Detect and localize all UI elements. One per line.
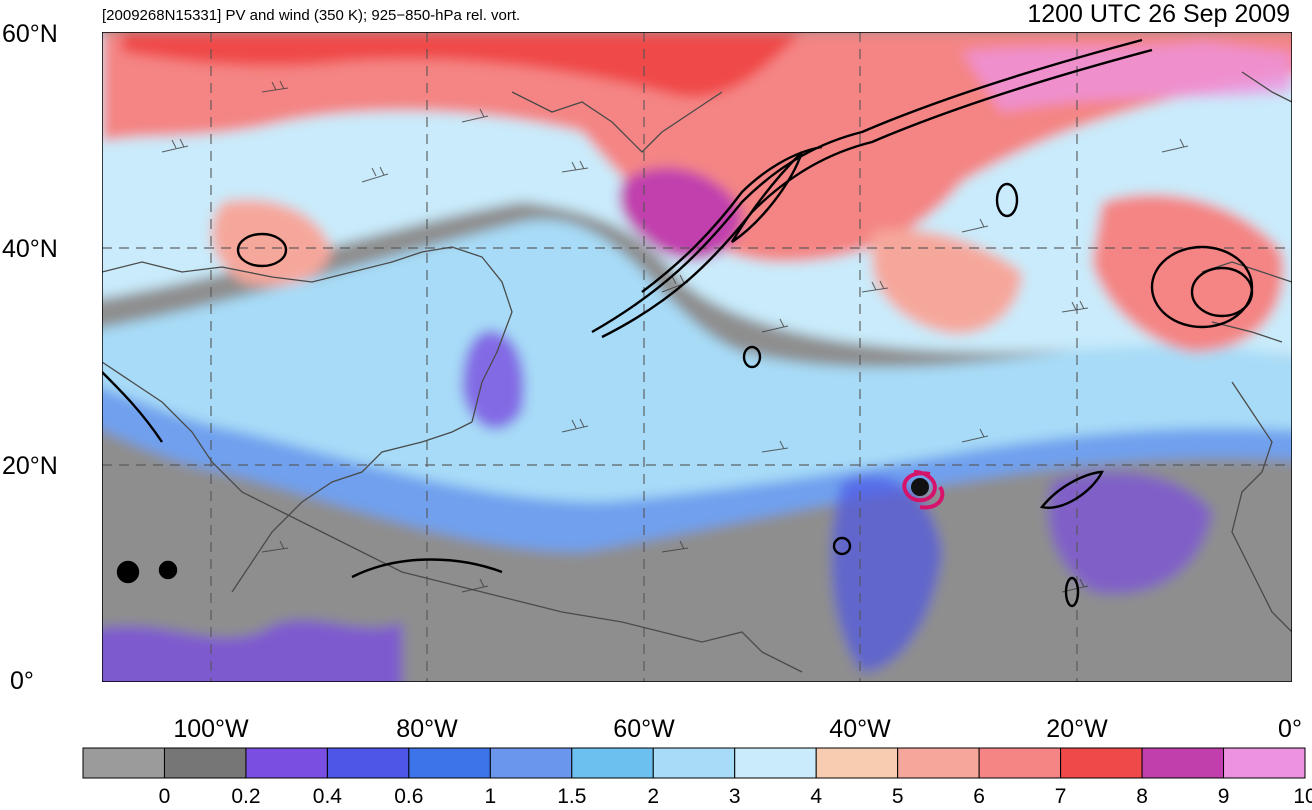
colorbar-swatch-0 bbox=[82, 747, 165, 779]
colorbar-label-12: 8 bbox=[1136, 785, 1148, 808]
colorbar-label-1: 0.2 bbox=[231, 785, 261, 808]
colorbar-label-2: 0.4 bbox=[312, 785, 342, 808]
tropical-cyclone-symbol bbox=[902, 470, 945, 510]
lon-label-80w: 80°W bbox=[396, 715, 458, 743]
colorbar-label-3: 0.6 bbox=[394, 785, 424, 808]
lat-label-0: 0° bbox=[10, 667, 34, 695]
colorbar-label-9: 5 bbox=[891, 785, 904, 808]
lat-label-60n: 60°N bbox=[2, 20, 58, 48]
map-panel bbox=[102, 32, 1292, 682]
colorbar-label-0: 0 bbox=[158, 785, 171, 808]
lon-label-100w: 100°W bbox=[173, 715, 249, 743]
colorbar-swatch-9 bbox=[815, 747, 899, 779]
colorbar-swatch-3 bbox=[326, 747, 410, 779]
colorbar-swatch-4 bbox=[408, 747, 491, 779]
colorbar-label-13: 9 bbox=[1217, 785, 1230, 808]
colorbar-label-5: 1.5 bbox=[557, 785, 587, 808]
colorbar-label-6: 2 bbox=[647, 785, 660, 808]
colorbar-swatch-10 bbox=[897, 747, 980, 779]
colorbar-swatch-12 bbox=[1060, 747, 1143, 779]
pv-field bbox=[102, 32, 1292, 682]
figure-caption-left: [2009268N15331] PV and wind (350 K); 925… bbox=[102, 7, 521, 24]
lat-label-40n: 40°N bbox=[2, 235, 58, 263]
colorbar-swatch-13 bbox=[1141, 747, 1225, 779]
colorbar-swatch-2 bbox=[245, 747, 328, 779]
lon-label-40w: 40°W bbox=[829, 715, 891, 743]
colorbar-swatch-5 bbox=[489, 747, 573, 779]
colorbar-label-7: 3 bbox=[728, 785, 741, 808]
coastlines bbox=[102, 71, 1292, 673]
colorbar-label-4: 1 bbox=[484, 785, 497, 808]
colorbar-swatch-7 bbox=[652, 747, 736, 779]
colorbar-label-14: 10 bbox=[1293, 785, 1312, 808]
lon-label-20w: 20°W bbox=[1046, 715, 1108, 743]
colorbar-swatch-11 bbox=[978, 747, 1062, 779]
graticule bbox=[102, 32, 1292, 682]
colorbar-swatch-14 bbox=[1223, 747, 1306, 779]
vorticity-contours bbox=[102, 38, 1254, 608]
lon-label-0: 0° bbox=[1278, 715, 1302, 743]
colorbar-swatch-6 bbox=[571, 747, 654, 779]
colorbar-swatch-8 bbox=[734, 747, 817, 779]
colorbar-label-8: 4 bbox=[810, 785, 823, 808]
lat-label-20n: 20°N bbox=[2, 452, 58, 480]
colorbar-label-11: 7 bbox=[1054, 785, 1067, 808]
colorbar-label-10: 6 bbox=[973, 785, 985, 808]
figure-caption-right: 1200 UTC 26 Sep 2009 bbox=[1027, 0, 1290, 28]
lon-label-60w: 60°W bbox=[613, 715, 675, 743]
colorbar-swatch-1 bbox=[163, 747, 247, 779]
colorbar bbox=[82, 747, 1306, 779]
